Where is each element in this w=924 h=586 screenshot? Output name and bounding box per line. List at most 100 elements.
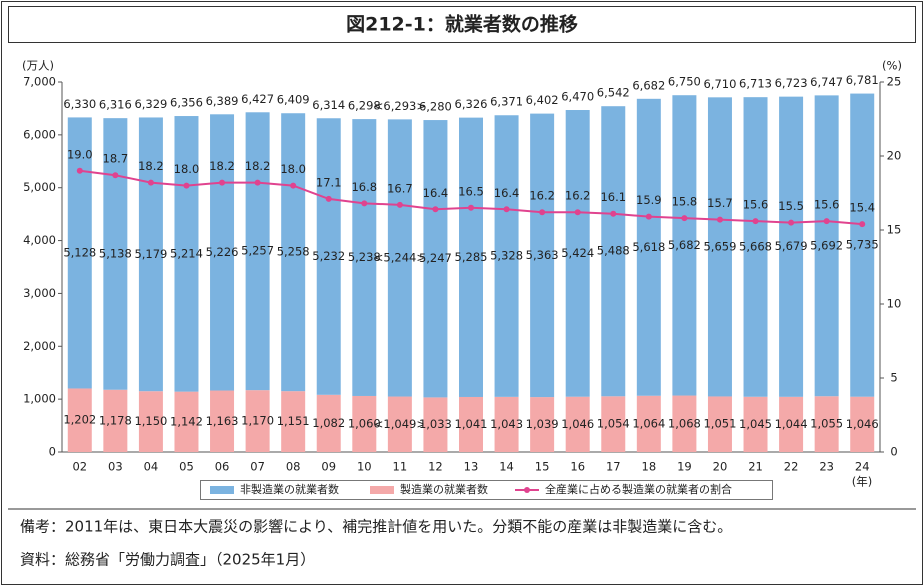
note: 備考：2011年は、東日本大震災の影響により、補完推計値を用いた。分類不能の産業… [20, 518, 732, 536]
y2-tick-label: 15 [887, 223, 902, 237]
bar-value-label: 1,163 [206, 414, 239, 428]
bar [814, 95, 839, 397]
bar [565, 396, 590, 452]
legend-label: 非製造業の就業者数 [240, 482, 339, 496]
bar [601, 106, 626, 397]
bar [210, 114, 235, 391]
bar [743, 396, 768, 452]
bar [281, 113, 306, 392]
total-label: 6,427 [241, 92, 274, 106]
bar [352, 119, 377, 396]
y2-tick-label: 10 [887, 297, 902, 311]
bar-value-label: 1,150 [134, 414, 167, 428]
legend-label: 製造業の就業者数 [400, 482, 488, 496]
bar [636, 395, 661, 452]
line-value-label: 15.4 [849, 201, 875, 215]
bar-value-label: 1,142 [170, 414, 203, 428]
y2-tick-label: 5 [890, 371, 897, 385]
bar-value-label: 5,659 [703, 239, 736, 253]
x-tick-label: 19 [677, 460, 692, 474]
bar-value-label: 1,045 [739, 417, 772, 431]
line-value-label: 18.7 [103, 152, 129, 166]
bar-value-label: 5,735 [846, 238, 879, 252]
bar [174, 116, 199, 392]
bar-value-label: 5,668 [739, 239, 772, 253]
bar [601, 396, 626, 452]
bar [672, 395, 697, 452]
bar-value-label: 5,488 [597, 244, 630, 258]
x-tick-label: 18 [642, 460, 657, 474]
total-label: 6,316 [99, 98, 132, 112]
bar-value-label: 5,285 [455, 250, 488, 264]
total-label: 6,314 [312, 98, 345, 112]
bar [494, 396, 519, 452]
bar-value-label: <5,244> [374, 250, 426, 264]
total-label: 6,389 [206, 94, 239, 108]
total-label: 6,713 [739, 77, 772, 91]
x-tick-label: 14 [499, 460, 514, 474]
bar [530, 397, 555, 452]
bar-value-label: 1,055 [810, 417, 843, 431]
note: 資料：総務省「労働力調査」（2025年1月） [20, 551, 315, 569]
line-point [147, 179, 154, 186]
x-tick-label: 10 [357, 460, 372, 474]
bar-value-label: 5,682 [668, 238, 701, 252]
bar [423, 120, 448, 398]
x-tick-label: 12 [428, 460, 443, 474]
total-label: 6,542 [597, 86, 630, 100]
legend-swatch [524, 487, 530, 493]
title-box [8, 6, 916, 43]
line-point [432, 206, 439, 213]
bar-value-label: 5,138 [99, 246, 132, 260]
bar [387, 119, 412, 397]
line-value-label: 18.0 [280, 162, 306, 176]
y2-tick-label: 20 [887, 149, 902, 163]
bar-value-label: 5,618 [632, 240, 665, 254]
line-value-label: 19.0 [67, 147, 93, 161]
y-tick-label: 5,000 [23, 180, 56, 194]
x-tick-label: 15 [535, 460, 550, 474]
x-tick-label: 08 [286, 460, 301, 474]
bar [174, 391, 199, 452]
bar-value-label: 1,151 [277, 414, 310, 428]
x-tick-label: 20 [713, 460, 728, 474]
bar [672, 95, 697, 396]
line-point [788, 219, 795, 226]
bar-value-label: 5,238 [348, 250, 381, 264]
bar [565, 110, 590, 397]
x-unit: (年) [852, 475, 872, 489]
line-value-label: 16.2 [565, 189, 591, 203]
bar [494, 115, 519, 397]
bar-value-label: 1,044 [775, 417, 808, 431]
line-point [325, 195, 332, 202]
bar [67, 117, 92, 389]
y-tick-label: 4,000 [23, 233, 56, 247]
total-label: 6,723 [775, 76, 808, 90]
total-label: <6,293> [374, 99, 426, 113]
bar-value-label: 5,179 [134, 247, 167, 261]
line-point [468, 204, 474, 211]
x-tick-label: 05 [179, 460, 194, 474]
bar [814, 396, 839, 452]
total-label: 6,356 [170, 96, 203, 110]
bar [743, 97, 768, 397]
bar-value-label: 1,054 [597, 417, 630, 431]
line-point [219, 179, 226, 186]
bar-value-label: 1,178 [99, 413, 132, 427]
y-tick-label: 3,000 [23, 286, 56, 300]
line-value-label: 16.2 [529, 189, 555, 203]
total-label: 6,750 [668, 75, 701, 89]
line-point [254, 179, 261, 186]
total-label: 6,330 [63, 97, 96, 111]
bar-value-label: 5,363 [526, 248, 559, 262]
line-value-label: 16.7 [387, 181, 413, 195]
y2-tick-label: 25 [887, 75, 902, 89]
x-tick-label: 24 [855, 460, 870, 474]
total-label: 6,402 [526, 93, 559, 107]
total-label: 6,409 [277, 93, 310, 107]
legend-box [200, 480, 773, 500]
total-label: 6,280 [419, 100, 452, 114]
bar-value-label: 1,046 [561, 417, 594, 431]
